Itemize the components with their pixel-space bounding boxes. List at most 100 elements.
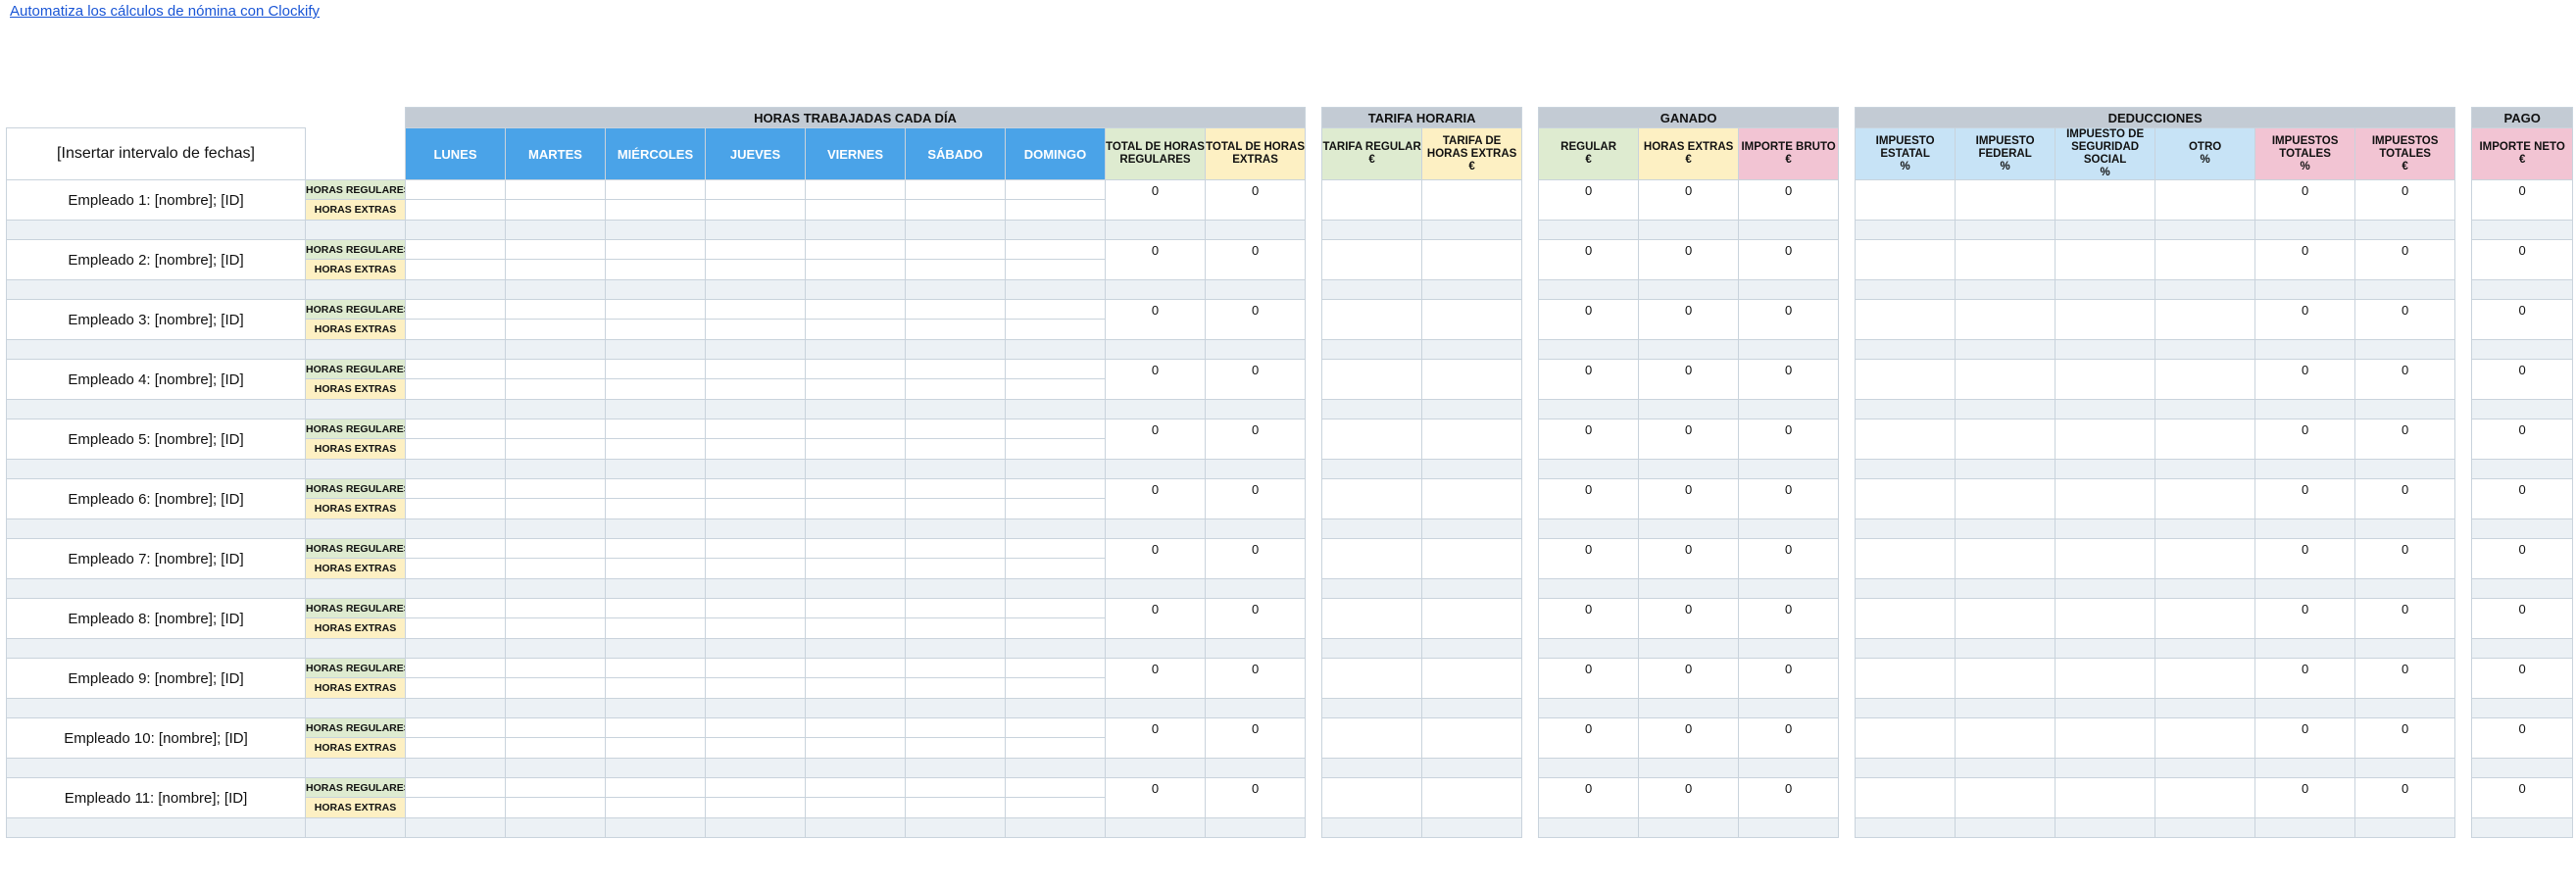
regular-hours-input[interactable] (1005, 777, 1106, 798)
state-tax-input[interactable] (1855, 717, 1957, 759)
state-tax-input[interactable] (1855, 598, 1957, 639)
employee-name[interactable]: Empleado 7: [nombre]; [ID] (6, 538, 306, 579)
extra-hours-input[interactable] (705, 378, 806, 400)
social-security-tax-input[interactable] (2055, 478, 2156, 519)
extra-rate-input[interactable] (1421, 538, 1523, 579)
regular-hours-input[interactable] (605, 239, 706, 260)
extra-hours-input[interactable] (1005, 797, 1106, 818)
regular-hours-input[interactable] (405, 179, 506, 200)
social-security-tax-input[interactable] (2055, 717, 2156, 759)
social-security-tax-input[interactable] (2055, 419, 2156, 460)
regular-rate-input[interactable] (1321, 179, 1423, 221)
extra-rate-input[interactable] (1421, 777, 1523, 818)
employee-name[interactable]: Empleado 6: [nombre]; [ID] (6, 478, 306, 519)
regular-rate-input[interactable] (1321, 239, 1423, 280)
federal-tax-input[interactable] (1955, 359, 2056, 400)
other-tax-input[interactable] (2155, 359, 2256, 400)
federal-tax-input[interactable] (1955, 299, 2056, 340)
extra-hours-input[interactable] (1005, 259, 1106, 280)
extra-hours-input[interactable] (705, 797, 806, 818)
regular-hours-input[interactable] (1005, 538, 1106, 559)
regular-hours-input[interactable] (705, 717, 806, 738)
state-tax-input[interactable] (1855, 359, 1957, 400)
regular-hours-input[interactable] (1005, 478, 1106, 499)
regular-hours-input[interactable] (905, 478, 1006, 499)
regular-hours-input[interactable] (405, 777, 506, 798)
regular-hours-input[interactable] (705, 538, 806, 559)
extra-hours-input[interactable] (705, 737, 806, 759)
regular-hours-input[interactable] (505, 538, 606, 559)
extra-hours-input[interactable] (905, 558, 1006, 579)
regular-hours-input[interactable] (905, 777, 1006, 798)
regular-hours-input[interactable] (805, 777, 906, 798)
extra-hours-input[interactable] (1005, 498, 1106, 519)
regular-hours-input[interactable] (1005, 598, 1106, 618)
regular-hours-input[interactable] (1005, 239, 1106, 260)
other-tax-input[interactable] (2155, 598, 2256, 639)
employee-name[interactable]: Empleado 10: [nombre]; [ID] (6, 717, 306, 759)
extra-hours-input[interactable] (805, 558, 906, 579)
extra-hours-input[interactable] (605, 737, 706, 759)
other-tax-input[interactable] (2155, 419, 2256, 460)
extra-rate-input[interactable] (1421, 658, 1523, 699)
regular-hours-input[interactable] (405, 717, 506, 738)
regular-hours-input[interactable] (505, 299, 606, 320)
other-tax-input[interactable] (2155, 179, 2256, 221)
state-tax-input[interactable] (1855, 658, 1957, 699)
extra-hours-input[interactable] (905, 677, 1006, 699)
extra-hours-input[interactable] (805, 199, 906, 221)
regular-hours-input[interactable] (705, 478, 806, 499)
federal-tax-input[interactable] (1955, 598, 2056, 639)
regular-hours-input[interactable] (405, 478, 506, 499)
social-security-tax-input[interactable] (2055, 179, 2156, 221)
social-security-tax-input[interactable] (2055, 538, 2156, 579)
extra-hours-input[interactable] (405, 498, 506, 519)
extra-hours-input[interactable] (905, 199, 1006, 221)
extra-hours-input[interactable] (705, 259, 806, 280)
extra-hours-input[interactable] (605, 797, 706, 818)
federal-tax-input[interactable] (1955, 658, 2056, 699)
regular-hours-input[interactable] (805, 239, 906, 260)
extra-hours-input[interactable] (905, 498, 1006, 519)
regular-hours-input[interactable] (405, 538, 506, 559)
regular-hours-input[interactable] (505, 239, 606, 260)
regular-hours-input[interactable] (1005, 419, 1106, 439)
extra-hours-input[interactable] (805, 617, 906, 639)
other-tax-input[interactable] (2155, 658, 2256, 699)
federal-tax-input[interactable] (1955, 179, 2056, 221)
regular-hours-input[interactable] (805, 717, 906, 738)
regular-hours-input[interactable] (505, 598, 606, 618)
extra-hours-input[interactable] (805, 797, 906, 818)
regular-hours-input[interactable] (605, 538, 706, 559)
regular-hours-input[interactable] (905, 299, 1006, 320)
extra-hours-input[interactable] (405, 617, 506, 639)
extra-rate-input[interactable] (1421, 179, 1523, 221)
state-tax-input[interactable] (1855, 299, 1957, 340)
extra-hours-input[interactable] (405, 378, 506, 400)
regular-hours-input[interactable] (905, 239, 1006, 260)
regular-rate-input[interactable] (1321, 658, 1423, 699)
state-tax-input[interactable] (1855, 478, 1957, 519)
regular-hours-input[interactable] (905, 658, 1006, 678)
regular-hours-input[interactable] (805, 478, 906, 499)
extra-rate-input[interactable] (1421, 478, 1523, 519)
extra-hours-input[interactable] (605, 319, 706, 340)
social-security-tax-input[interactable] (2055, 658, 2156, 699)
extra-hours-input[interactable] (505, 199, 606, 221)
extra-hours-input[interactable] (705, 558, 806, 579)
regular-hours-input[interactable] (405, 299, 506, 320)
extra-hours-input[interactable] (505, 438, 606, 460)
extra-hours-input[interactable] (905, 378, 1006, 400)
regular-hours-input[interactable] (905, 179, 1006, 200)
regular-hours-input[interactable] (505, 717, 606, 738)
extra-hours-input[interactable] (405, 319, 506, 340)
regular-hours-input[interactable] (605, 658, 706, 678)
extra-hours-input[interactable] (705, 677, 806, 699)
extra-hours-input[interactable] (405, 677, 506, 699)
regular-hours-input[interactable] (605, 717, 706, 738)
extra-hours-input[interactable] (1005, 737, 1106, 759)
federal-tax-input[interactable] (1955, 419, 2056, 460)
regular-rate-input[interactable] (1321, 478, 1423, 519)
regular-hours-input[interactable] (605, 179, 706, 200)
employee-name[interactable]: Empleado 3: [nombre]; [ID] (6, 299, 306, 340)
